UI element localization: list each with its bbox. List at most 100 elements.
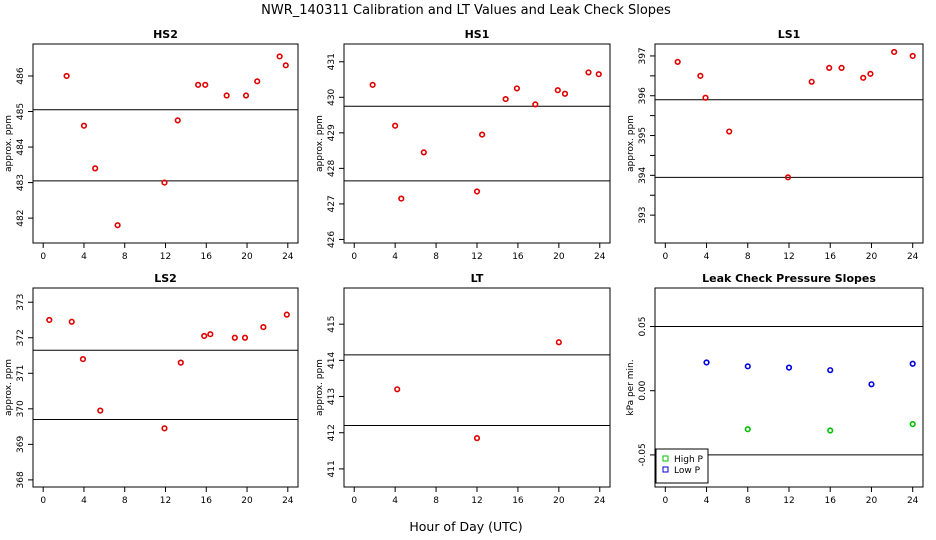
- x-tick-label: 24: [594, 496, 606, 506]
- y-tick-label: 0.00: [638, 380, 648, 400]
- data-point: [174, 117, 181, 124]
- panel-4: LS2 0 4 8 12 16 20 24 368 369 370 371 372 373 approx. …: [4, 272, 299, 506]
- data-point: [909, 52, 916, 60]
- y-tick-label: 486: [16, 67, 26, 84]
- x-tick-label: 0: [40, 496, 46, 506]
- data-point: [909, 360, 916, 367]
- x-tick-label: 16: [512, 252, 524, 262]
- data-point: [585, 69, 592, 76]
- y-tick-label: 413: [327, 388, 337, 405]
- y-tick-label: 369: [16, 435, 26, 452]
- data-point: [860, 74, 867, 81]
- data-point: [479, 131, 486, 138]
- y-axis-label: approx. ppm: [4, 359, 14, 416]
- data-point: [161, 179, 168, 186]
- x-tick-label: 24: [594, 252, 606, 262]
- x-tick-label: 0: [662, 496, 668, 506]
- legend-label: Low P: [674, 466, 701, 476]
- data-point: [283, 311, 290, 318]
- y-axis-label: approx. ppm: [626, 115, 636, 172]
- y-tick-label: 427: [327, 195, 337, 212]
- x-tick-label: 0: [40, 252, 46, 262]
- y-tick-label: 393: [638, 207, 648, 224]
- data-point: [868, 381, 875, 388]
- panel-title: LT: [471, 272, 484, 285]
- data-point: [909, 420, 916, 428]
- data-point: [502, 95, 509, 103]
- y-tick-label: 485: [16, 103, 26, 120]
- data-point: [276, 53, 283, 60]
- data-point: [63, 72, 70, 80]
- data-point: [554, 87, 561, 94]
- data-point: [726, 128, 733, 135]
- y-tick-label: 411: [327, 460, 337, 477]
- data-point: [223, 92, 230, 99]
- x-tick-label: 16: [512, 496, 524, 506]
- y-tick-label: 368: [16, 471, 26, 488]
- panel-2: HS1 0 4 8 12 16 20 24 426 427 428 429 430 431 approx. …: [315, 28, 611, 262]
- data-point: [202, 81, 209, 88]
- data-point: [827, 427, 834, 434]
- x-tick-label: 20: [553, 496, 565, 506]
- data-point: [92, 165, 99, 172]
- plot-frame: [343, 287, 611, 488]
- y-tick-label: 483: [16, 174, 26, 191]
- data-point: [702, 94, 709, 101]
- data-point: [555, 339, 562, 346]
- x-tick-label: 12: [471, 252, 482, 262]
- x-tick-label: 8: [122, 252, 128, 262]
- data-point: [97, 407, 104, 414]
- y-tick-label: 428: [327, 160, 337, 177]
- data-point: [697, 72, 704, 79]
- x-tick-label: 16: [825, 252, 837, 262]
- y-tick-label: 372: [16, 329, 26, 346]
- x-tick-label: 8: [433, 496, 439, 506]
- y-tick-label: 482: [16, 210, 26, 227]
- panel-1: HS2 0 4 8 12 16 20 24 482 483 484 485 486 approx. ppm: [4, 28, 299, 262]
- data-point: [241, 334, 249, 341]
- data-point: [744, 363, 751, 370]
- data-point: [369, 81, 376, 88]
- x-tick-label: 24: [907, 252, 919, 262]
- data-point: [161, 425, 168, 432]
- main-title: NWR_140311 Calibration and LT Values and…: [261, 3, 671, 18]
- y-axis-label: kPa per min.: [626, 359, 636, 415]
- x-tick-label: 12: [160, 496, 171, 506]
- x-tick-label: 12: [783, 252, 794, 262]
- y-tick-label: 431: [327, 53, 337, 70]
- x-axis-label: Hour of Day (UTC): [409, 519, 522, 534]
- panel-3: LS1 0 4 8 12 16 20 24 393 394 395 396 397 approx. ppm: [626, 28, 924, 262]
- x-tick-label: 20: [553, 252, 565, 262]
- x-tick-label: 20: [866, 496, 878, 506]
- x-tick-label: 0: [351, 496, 357, 506]
- y-axis-label: approx. ppm: [315, 115, 325, 172]
- y-tick-label: 414: [327, 352, 337, 369]
- x-tick-label: 24: [907, 496, 919, 506]
- x-tick-label: 8: [745, 496, 751, 506]
- data-point: [201, 332, 208, 340]
- data-point: [867, 70, 874, 77]
- data-point: [561, 90, 569, 97]
- data-point: [80, 122, 88, 129]
- data-point: [207, 331, 214, 338]
- data-point: [398, 195, 405, 202]
- plot-frame: [32, 287, 299, 488]
- y-tick-label: 370: [16, 400, 26, 417]
- panel-5: LT 0 4 8 12 16 20 24 411 412 413 414 415 approx. ppm: [315, 272, 611, 506]
- x-tick-label: 8: [122, 496, 128, 506]
- data-point: [68, 318, 75, 325]
- data-point: [231, 334, 238, 341]
- y-tick-label: 426: [327, 231, 337, 248]
- legend-swatch: [662, 466, 669, 473]
- y-tick-label: 412: [327, 424, 337, 441]
- data-point: [744, 426, 751, 433]
- data-point: [513, 85, 521, 92]
- x-tick-label: 24: [282, 496, 294, 506]
- x-tick-label: 12: [160, 252, 171, 262]
- data-point: [532, 101, 539, 108]
- x-tick-label: 0: [662, 252, 668, 262]
- x-tick-label: 8: [433, 252, 439, 262]
- data-point: [826, 64, 833, 71]
- y-tick-label: 415: [327, 316, 337, 333]
